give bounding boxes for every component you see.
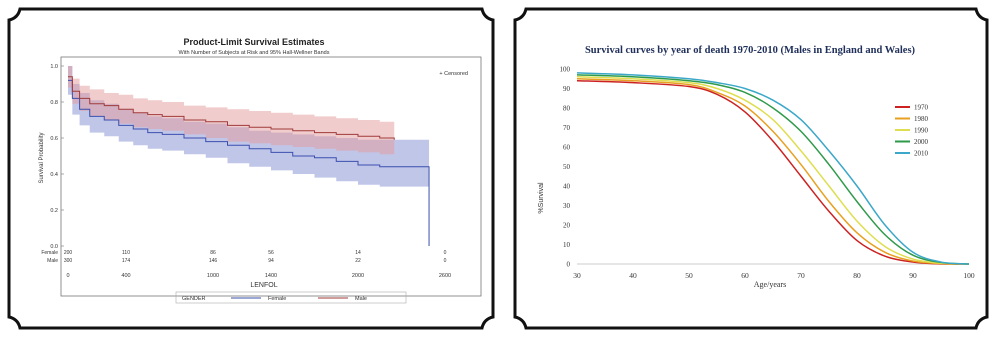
sv-y-tick-label: 70 [563,124,571,132]
sv-x-tick-label: 40 [629,271,637,280]
sv-y-tick-label: 20 [563,222,571,230]
right-chart-panel: Survival curves by year of death 1970-20… [512,6,990,331]
km-at-risk-value: 300 [64,258,73,264]
sv-line-1970 [576,79,970,265]
km-band-male [68,66,395,156]
km-at-risk-label: Male [47,258,58,264]
sv-line-1980 [576,78,970,265]
km-at-risk-value: 56 [268,250,274,256]
km-y-tick-label: 0.0 [50,244,58,250]
km-at-risk-value: 22 [355,258,361,264]
km-at-risk-value: 174 [122,258,131,264]
km-y-tick-label: 1.0 [50,64,58,70]
km-y-tick-label: 0.2 [50,208,58,214]
sv-line-2010 [576,72,970,265]
km-x-tick-label: 1000 [207,273,219,279]
sv-y-tick-label: 90 [563,85,571,93]
km-chart-title: Product-Limit Survival Estimates [183,37,324,47]
sv-x-axis-ticks: 30 40 50 60 70 80 90 100 [573,271,975,280]
sv-legend-label: 1970 [914,104,929,112]
km-band-female [68,66,430,246]
sv-x-tick-label: 60 [741,271,749,280]
km-x-tick-label: 2600 [439,273,451,279]
km-survival-chart: Product-Limit Survival Estimates With Nu… [39,37,482,304]
km-line-male [68,76,395,140]
sv-y-tick-label: 80 [563,105,571,113]
km-legend-title: GENDER [182,296,206,302]
sv-x-tick-label: 90 [909,271,917,280]
km-at-risk-value: 0 [444,258,447,264]
left-frame-border [7,7,495,330]
km-at-risk-table: Female 200 110 86 56 14 0 Male 300 174 146 94 22 0 [41,250,446,264]
km-x-tick-label: 0 [66,273,69,279]
sv-line-1990 [576,76,970,265]
sv-x-tick-label: 50 [685,271,693,280]
sv-line-2000 [576,74,970,265]
km-at-risk-value: 146 [209,258,218,264]
sv-y-tick-label: 40 [563,183,571,191]
km-x-tick-label: 400 [121,273,130,279]
km-y-tick-label: 0.8 [50,100,58,106]
km-at-risk-value: 14 [355,250,361,256]
km-x-tick-label: 2000 [352,273,364,279]
km-y-tick-label: 0.4 [50,172,58,178]
km-y-axis-label: Survival Probability [39,132,45,183]
sv-y-tick-label: 100 [560,66,571,74]
sv-y-tick-label: 30 [563,202,571,210]
km-y-tick-label: 0.6 [50,136,58,142]
sv-y-axis-ticks: 0 10 20 30 40 50 60 70 80 90 100 [560,66,571,269]
sv-y-tick-label: 50 [563,163,571,171]
sv-y-tick-label: 60 [563,144,571,152]
km-x-tick-label: 1400 [265,273,277,279]
km-y-axis-ticks: 0.0 0.2 0.4 0.6 0.8 1.0 [50,64,64,250]
km-at-risk-value: 86 [210,250,216,256]
km-at-risk-value: 200 [64,250,73,256]
sv-legend-label: 1980 [914,115,929,123]
sv-legend-label: 2000 [914,138,929,146]
sv-chart-title: Survival curves by year of death 1970-20… [585,45,916,56]
km-survival-lines [68,76,430,246]
km-chart-subtitle: With Number of Subjects at Risk and 95% … [179,50,330,56]
sv-legend-label: 2010 [914,150,929,158]
km-x-axis-label: LENFOL [250,282,277,289]
sv-legend-label: 1990 [914,127,929,135]
km-legend-male: Male [355,296,367,302]
km-line-female [68,79,430,246]
sv-legend: 1970 1980 1990 2000 2010 [895,104,929,158]
km-at-risk-value: 110 [122,250,130,256]
km-at-risk-value: 0 [444,250,447,256]
sv-y-tick-label: 0 [567,261,571,269]
sv-y-tick-label: 10 [563,241,571,249]
km-x-axis-ticks: 0 400 1000 1400 2000 2600 [66,273,451,279]
sv-series-lines [576,72,970,265]
km-plot-area [60,56,482,297]
sv-x-tick-label: 70 [797,271,805,280]
left-chart-panel: Product-Limit Survival Estimates With Nu… [6,6,496,331]
km-gender-legend: GENDER Female Male [175,291,407,304]
sv-x-tick-label: 100 [963,271,975,280]
sv-y-axis-label: %Survival [538,182,545,214]
km-at-risk-label: Female [41,250,58,256]
survival-curves-chart: Survival curves by year of death 1970-20… [538,45,975,289]
sv-x-axis-label: Age/years [754,280,786,289]
km-at-risk-value: 94 [268,258,274,264]
km-censored-legend: + Censored [439,71,468,77]
sv-x-tick-label: 30 [573,271,581,280]
sv-x-tick-label: 80 [853,271,861,280]
km-legend-female: Female [268,296,286,302]
right-frame-border [513,7,989,330]
km-confidence-bands [68,66,430,246]
